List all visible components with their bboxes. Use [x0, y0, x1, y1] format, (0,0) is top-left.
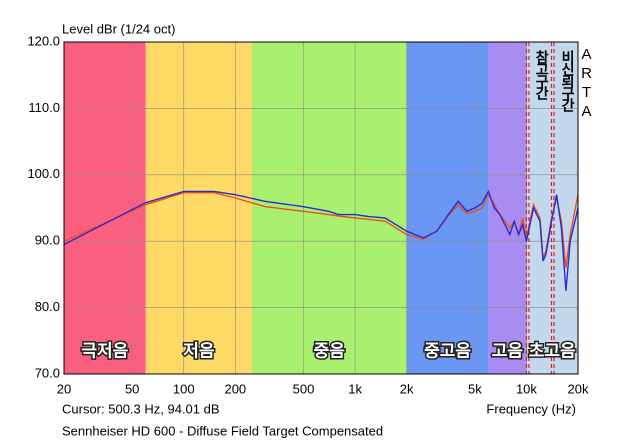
- x-tick-label: 2k: [400, 381, 414, 396]
- zone-label: 비신뢰구간: [560, 50, 576, 113]
- frequency-band: [64, 42, 146, 374]
- zone-label: 참고구간: [534, 50, 550, 101]
- response-line: [63, 192, 579, 268]
- x-tick-label: 50: [125, 381, 139, 396]
- band-label: 극저음: [81, 341, 128, 360]
- band-label: 고음: [492, 341, 524, 360]
- x-tick-label: 500: [293, 381, 315, 396]
- response-line: [63, 189, 579, 292]
- chart-title: Level dBr (1/24 oct): [62, 21, 175, 36]
- x-tick-label: 20: [57, 381, 71, 396]
- cursor-readout: Cursor: 500.3 Hz, 94.01 dB: [62, 401, 220, 416]
- caption: Sennheiser HD 600 - Diffuse Field Target…: [62, 423, 383, 438]
- frequency-band: [145, 42, 252, 374]
- band-label: 저음: [183, 341, 215, 360]
- y-tick-label: 110.0: [28, 100, 60, 115]
- x-axis-label: Frequency (Hz): [486, 401, 576, 416]
- y-tick-label: 90.0: [35, 233, 60, 248]
- band-label: 초고음: [529, 341, 576, 360]
- band-label: 중고음: [424, 341, 471, 360]
- brand: ARTA: [578, 46, 595, 122]
- y-tick-label: 100.0: [27, 166, 60, 181]
- x-tick-label: 100: [173, 381, 195, 396]
- y-tick-label: 120.0: [27, 33, 60, 48]
- band-label: 중음: [314, 341, 346, 360]
- x-tick-label: 200: [224, 381, 246, 396]
- x-tick-label: 10k: [516, 381, 537, 396]
- y-tick-label: 80.0: [35, 299, 60, 314]
- frequency-band: [406, 42, 489, 374]
- y-tick-label: 70.0: [35, 365, 60, 380]
- x-tick-label: 1k: [348, 381, 362, 396]
- x-tick-label: 20k: [568, 381, 589, 396]
- x-tick-label: 5k: [468, 381, 482, 396]
- plot-frame: [63, 41, 579, 375]
